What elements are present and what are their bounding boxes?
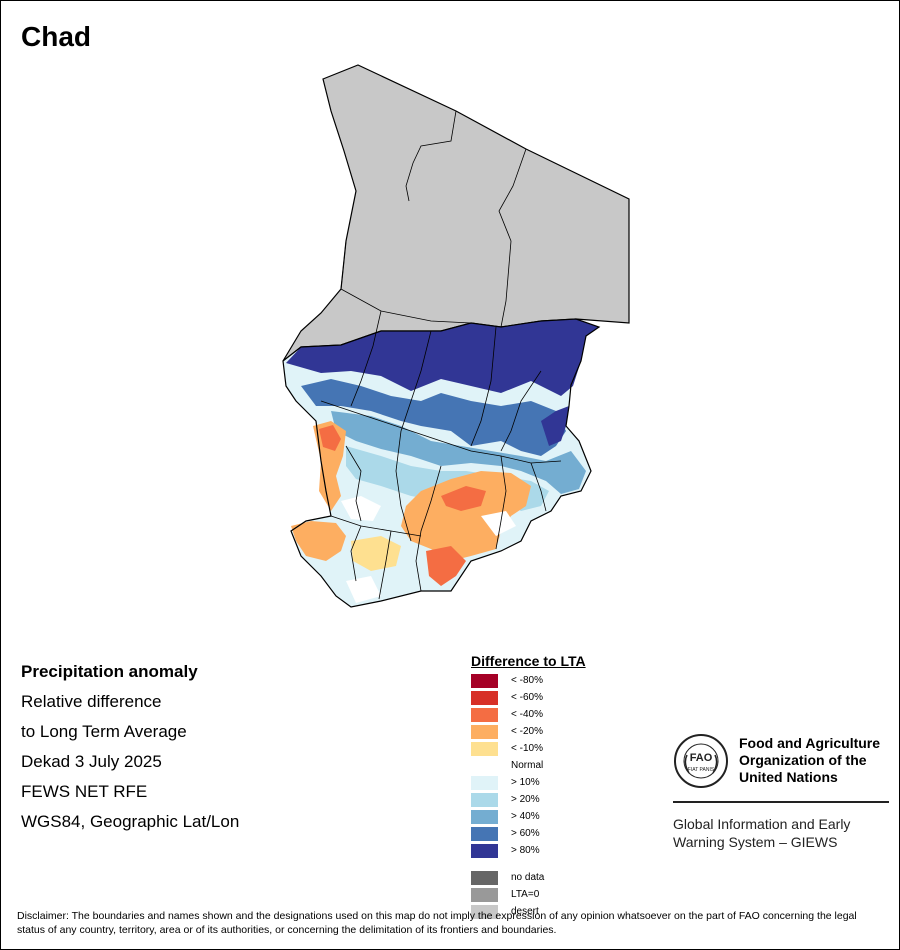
legend-label: < -10%: [511, 743, 543, 754]
country-outline-south: [282, 318, 601, 608]
chad-map: [282, 64, 630, 608]
normal-patch-1: [341, 496, 381, 521]
legend-label: < -80%: [511, 675, 543, 686]
fao-name-line: Organization of the: [739, 752, 867, 768]
legend-item: LTA=0: [471, 887, 586, 904]
legend-label: > 20%: [511, 794, 540, 805]
normal-patch-3: [481, 511, 516, 536]
legend: Difference to LTA < -80% < -60% < -40% < -2…: [471, 653, 586, 921]
legend-swatch: [471, 827, 498, 841]
legend-swatch: [471, 742, 498, 756]
fao-name: Food and Agriculture Organization of the…: [739, 735, 889, 786]
legend-label: no data: [511, 872, 545, 883]
fao-logo-motto: FIAT PANIS: [688, 767, 715, 773]
legend-label: > 80%: [511, 845, 540, 856]
legend-swatch: [471, 674, 498, 688]
info-line: to Long Term Average: [21, 722, 187, 741]
map-title: Chad: [21, 21, 91, 52]
legend-item: > 20%: [471, 792, 586, 809]
legend-label: < -40%: [511, 709, 543, 720]
info-date: Dekad 3 July 2025: [21, 752, 162, 771]
giews-line: Warning System – GIEWS: [673, 834, 838, 850]
legend-swatch: [471, 691, 498, 705]
legend-label: < -20%: [511, 726, 543, 737]
legend-label: > 60%: [511, 828, 540, 839]
legend-label: LTA=0: [511, 889, 540, 900]
legend-swatch: [471, 905, 498, 919]
normal-patch-2: [346, 576, 381, 603]
legend-swatch: [471, 888, 498, 902]
fao-name-line: Food and Agriculture: [739, 735, 881, 751]
legend-item: > 40%: [471, 809, 586, 826]
fao-divider: [673, 801, 889, 803]
legend-swatch: [471, 871, 498, 885]
anomaly-lt20-southwest: [291, 521, 346, 561]
legend-title: Difference to LTA: [471, 653, 586, 669]
legend-items: < -80% < -60% < -40% < -20% < -10% Normal > 10…: [471, 673, 586, 860]
legend-swatch: [471, 708, 498, 722]
legend-swatch: [471, 725, 498, 739]
anomaly-gt80-north: [286, 319, 599, 396]
legend-item: Normal: [471, 758, 586, 775]
fao-logo: FAO FIAT PANIS: [674, 734, 728, 788]
giews-name: Global Information and Early Warning Sys…: [673, 815, 889, 851]
legend-item: no data: [471, 870, 586, 887]
legend-item: > 60%: [471, 826, 586, 843]
giews-line: Global Information and Early: [673, 816, 851, 832]
anomaly-lt40-south: [426, 546, 466, 586]
legend-swatch: [471, 793, 498, 807]
legend-item: desert: [471, 904, 586, 921]
anomaly-lt40-center: [441, 486, 486, 511]
legend-label: Normal: [511, 760, 544, 771]
legend-label: > 10%: [511, 777, 540, 788]
legend-swatch: [471, 810, 498, 824]
disclaimer: Disclaimer: The boundaries and names sho…: [17, 910, 857, 936]
legend-label: < -60%: [511, 692, 543, 703]
legend-item: > 80%: [471, 843, 586, 860]
legend-item: < -80%: [471, 673, 586, 690]
legend-item: > 10%: [471, 775, 586, 792]
info-line: Relative difference: [21, 692, 162, 711]
legend-item: < -60%: [471, 690, 586, 707]
legend-item: < -10%: [471, 741, 586, 758]
info-projection: WGS84, Geographic Lat/Lon: [21, 812, 240, 831]
info-source: FEWS NET RFE: [21, 782, 148, 801]
anomaly-gt80-east: [541, 406, 569, 446]
desert-region: [282, 64, 630, 362]
fao-name-line: United Nations: [739, 769, 838, 785]
legend-swatch: [471, 776, 498, 790]
fao-logo-text: FAO: [690, 752, 713, 764]
legend-swatch: [471, 844, 498, 858]
anomaly-gt40: [331, 411, 586, 494]
admin-boundaries: [320, 110, 562, 600]
legend-label: > 40%: [511, 811, 540, 822]
info-heading: Precipitation anomaly: [21, 662, 198, 681]
anomaly-lt40-west: [319, 425, 341, 451]
legend-item: < -40%: [471, 707, 586, 724]
legend-extra-items: no data LTA=0 desert: [471, 870, 586, 921]
map-info-block: Precipitation anomaly Relative differenc…: [21, 657, 239, 837]
legend-label: desert: [511, 906, 539, 917]
anomaly-gt60: [301, 379, 566, 456]
legend-item: < -20%: [471, 724, 586, 741]
